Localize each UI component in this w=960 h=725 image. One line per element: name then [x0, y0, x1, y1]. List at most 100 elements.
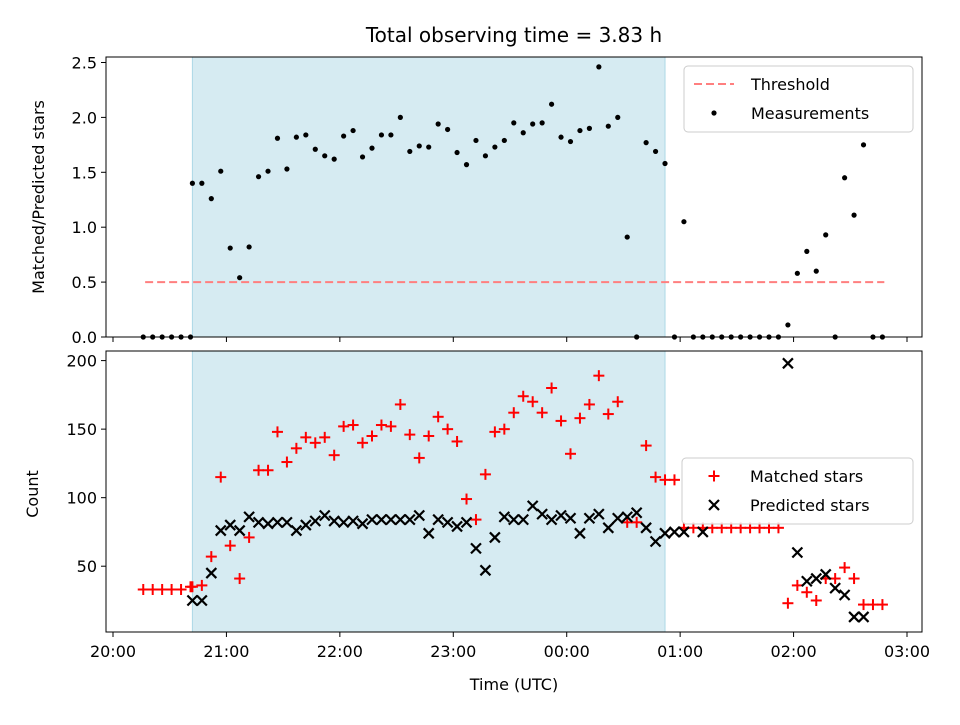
- predicted-star-point: [205, 567, 218, 579]
- observing-window-shade: [191, 350, 666, 633]
- x-stroke-b: [489, 531, 501, 544]
- matched-star-point: [829, 573, 841, 585]
- measurement-point: [369, 145, 375, 151]
- x-stroke-b: [394, 513, 407, 526]
- matched-star-point: [839, 562, 851, 574]
- matched-star-point: [196, 579, 208, 591]
- matched-star-point: [357, 437, 369, 449]
- predicted-star-point: [583, 512, 596, 525]
- x-stroke-b: [621, 511, 633, 523]
- predicted-star-point: [451, 520, 463, 533]
- matched-star-point: [253, 464, 265, 476]
- matched-star-point: [290, 442, 302, 454]
- predicted-star-point: [290, 524, 303, 537]
- matched-star-point: [147, 584, 159, 596]
- x-stroke-b: [838, 589, 851, 601]
- x-stroke-b: [366, 513, 378, 526]
- x-stroke-b: [545, 513, 558, 526]
- matched-star-point: [300, 431, 312, 443]
- measurement-point: [463, 162, 470, 168]
- matched-star-point: [593, 370, 605, 382]
- predicted-star-point: [857, 611, 870, 623]
- matched-star-point: [338, 420, 350, 432]
- measurement-point: [501, 137, 507, 144]
- x-stroke-b: [470, 542, 482, 555]
- predicted-star-point: [697, 526, 709, 538]
- x-stroke-b: [451, 520, 463, 533]
- measurement-point: [558, 134, 564, 140]
- measurement-point: [341, 133, 347, 139]
- x-stroke-b: [300, 519, 312, 531]
- x-stroke-b: [611, 512, 624, 525]
- legend-matched-swatch: [708, 470, 720, 482]
- predicted-star-point: [829, 582, 841, 594]
- x-stroke-b: [640, 522, 652, 534]
- predicted-star-point: [233, 524, 246, 537]
- matched-star-point: [394, 398, 406, 410]
- predicted-star-point: [555, 509, 567, 522]
- matched-star-point: [347, 419, 359, 431]
- matched-star-point: [517, 390, 529, 402]
- predicted-star-point: [810, 572, 823, 585]
- matched-star-point: [461, 493, 473, 505]
- predicted-star-point: [224, 519, 236, 531]
- measurement-point: [331, 156, 337, 162]
- legend-predicted-label: Predicted stars: [750, 496, 870, 515]
- x-stroke-b: [498, 511, 511, 523]
- measurement-point: [435, 121, 441, 127]
- predicted-star-point: [347, 515, 359, 527]
- x-stroke-b: [659, 527, 671, 540]
- predicted-star-point: [564, 512, 577, 525]
- predicted-star-point: [782, 357, 794, 370]
- matched-star-point: [309, 437, 321, 449]
- predicted-star-point: [649, 535, 662, 548]
- measurement-point: [605, 123, 611, 129]
- measurement-point: [586, 125, 593, 131]
- x-stroke-b: [224, 519, 236, 531]
- predicted-star-point: [517, 513, 530, 526]
- x-tick-label: 02:00: [771, 642, 817, 661]
- matched-star-point: [489, 426, 501, 438]
- x-stroke-b: [243, 511, 255, 523]
- matched-star-point: [385, 420, 397, 432]
- y-tick-label: 0.5: [72, 273, 97, 292]
- x-stroke-b: [583, 512, 596, 525]
- predicted-star-point: [668, 526, 681, 538]
- x-stroke-b: [309, 515, 322, 527]
- predicted-star-point: [659, 527, 671, 540]
- measurement-point: [804, 248, 810, 254]
- measurement-point: [237, 275, 243, 281]
- predicted-star-point: [252, 516, 265, 529]
- measurement-point: [350, 127, 356, 134]
- y-tick-label: 200: [66, 352, 97, 371]
- predicted-star-point: [678, 526, 690, 538]
- x-stroke-b: [385, 513, 397, 526]
- x-stroke-b: [829, 582, 841, 594]
- matched-star-point: [564, 448, 576, 460]
- matched-star-point: [858, 599, 870, 611]
- predicted-star-point: [309, 515, 322, 527]
- measurement-point: [596, 64, 602, 70]
- matched-star-point: [867, 599, 879, 611]
- x-stroke-b: [791, 546, 804, 559]
- measurement-point: [548, 101, 555, 107]
- measurement-point: [359, 154, 366, 160]
- measurement-point: [482, 153, 489, 159]
- legend-measurements-label: Measurements: [751, 104, 869, 123]
- predicted-star-point: [271, 516, 284, 529]
- predicted-star-point: [441, 516, 454, 529]
- measurement-point: [842, 175, 848, 181]
- matched-star-point: [137, 584, 149, 596]
- x-stroke-b: [564, 512, 577, 525]
- x-stroke-b: [517, 513, 530, 526]
- matched-star-point: [262, 464, 274, 476]
- measurement-point: [681, 219, 687, 225]
- x-stroke-b: [697, 526, 709, 538]
- measurement-point: [785, 322, 791, 328]
- x-stroke-b: [233, 524, 246, 537]
- legend-plus-mark: [708, 470, 720, 482]
- y-tick-label: 50: [77, 557, 97, 576]
- x-stroke-b: [214, 524, 227, 537]
- matched-star-point: [479, 468, 491, 480]
